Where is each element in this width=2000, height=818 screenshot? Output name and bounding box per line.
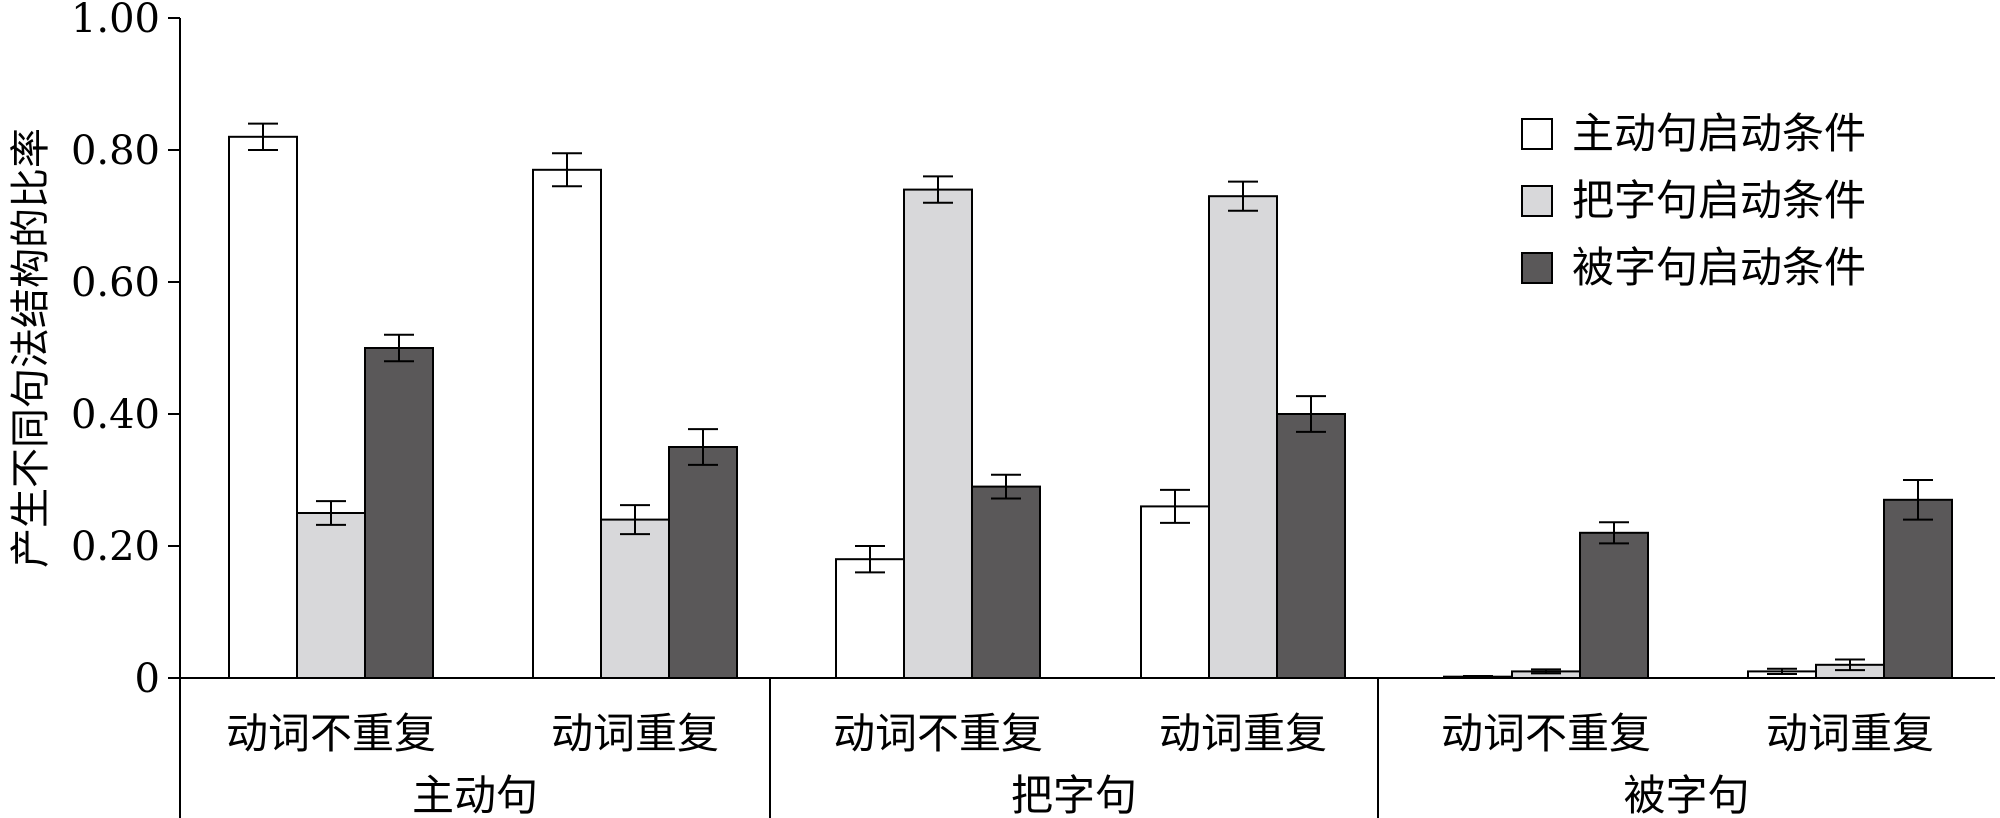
y-tick-label: 0.20	[71, 524, 160, 570]
error-bar	[991, 473, 1021, 500]
y-tick-label: 1.00	[71, 0, 160, 42]
legend-swatch	[1521, 118, 1553, 150]
legend-swatch	[1521, 185, 1553, 217]
error-bar	[1599, 521, 1629, 545]
error-bar	[316, 500, 346, 526]
legend-item: 主动句启动条件	[1521, 109, 1866, 158]
error-bar	[1160, 488, 1190, 524]
legend-item: 被字句启动条件	[1521, 243, 1866, 292]
bar	[1883, 498, 1953, 679]
bar	[1140, 505, 1210, 679]
bar	[228, 135, 298, 680]
legend-label: 被字句启动条件	[1572, 243, 1866, 292]
error-bars	[248, 122, 1933, 679]
group-label: 被字句	[1623, 771, 1749, 818]
error-bar	[1903, 479, 1933, 521]
bar	[668, 446, 738, 679]
legend-label: 主动句启动条件	[1572, 109, 1866, 158]
error-bar	[688, 428, 718, 466]
error-bar	[1296, 395, 1326, 433]
category-label: 动词重复	[1766, 709, 1934, 758]
y-tick-label: 0.80	[71, 128, 160, 174]
legend-swatch	[1521, 252, 1553, 284]
category-label: 动词不重复	[1441, 709, 1651, 758]
error-bar	[1767, 667, 1797, 676]
group-label: 主动句	[412, 771, 538, 818]
bars	[228, 135, 1953, 680]
error-bar	[620, 504, 650, 536]
bar	[1276, 413, 1346, 679]
bar	[1208, 195, 1278, 679]
y-tick-label: 0.60	[71, 260, 160, 306]
category-label: 动词重复	[551, 709, 719, 758]
error-bar	[1463, 675, 1493, 679]
bar	[532, 168, 602, 680]
bar	[600, 518, 670, 679]
bar	[1579, 531, 1649, 679]
category-label: 动词重复	[1159, 709, 1327, 758]
error-bar	[248, 122, 278, 151]
legend-label: 把字句启动条件	[1572, 176, 1866, 225]
error-bar	[384, 333, 414, 363]
error-bar	[1531, 668, 1561, 675]
group-label: 把字句	[1011, 771, 1137, 818]
error-bar	[923, 175, 953, 204]
bar	[903, 188, 973, 679]
axes: 0 0.20 0.40 0.60 0.80 1.00	[71, 0, 1995, 818]
bar	[971, 485, 1041, 679]
error-bar	[1228, 180, 1258, 212]
bar	[835, 558, 905, 680]
y-tick-label: 0.40	[71, 392, 160, 438]
y-axis-label: 产生不同句法结构的比率	[8, 128, 54, 568]
legend-item: 把字句启动条件	[1521, 176, 1866, 225]
bar	[364, 347, 434, 679]
category-label: 动词不重复	[226, 709, 436, 758]
error-bar	[1835, 658, 1865, 672]
error-bar	[855, 545, 885, 574]
category-label: 动词不重复	[833, 709, 1043, 758]
y-tick-label: 0	[135, 656, 160, 702]
error-bar	[552, 152, 582, 188]
bar	[296, 512, 366, 679]
